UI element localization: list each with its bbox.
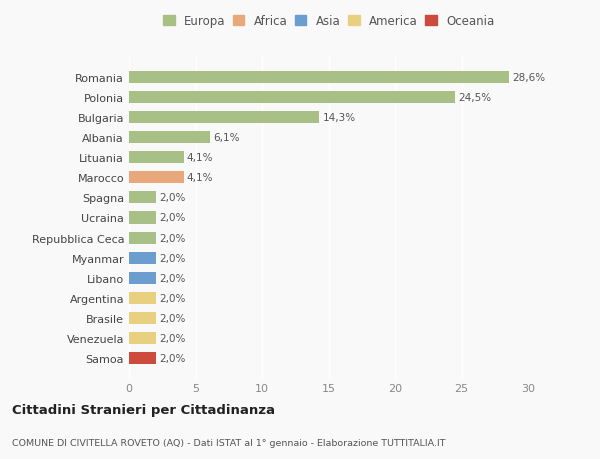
- Bar: [129, 292, 155, 304]
- Text: 2,0%: 2,0%: [159, 313, 185, 323]
- Bar: [129, 92, 455, 104]
- Bar: [129, 132, 210, 144]
- Bar: [129, 332, 155, 344]
- Text: 14,3%: 14,3%: [323, 113, 356, 123]
- Text: 2,0%: 2,0%: [159, 273, 185, 283]
- Text: 4,1%: 4,1%: [187, 173, 214, 183]
- Legend: Europa, Africa, Asia, America, Oceania: Europa, Africa, Asia, America, Oceania: [163, 15, 494, 28]
- Text: 2,0%: 2,0%: [159, 233, 185, 243]
- Bar: [129, 172, 184, 184]
- Text: COMUNE DI CIVITELLA ROVETO (AQ) - Dati ISTAT al 1° gennaio - Elaborazione TUTTIT: COMUNE DI CIVITELLA ROVETO (AQ) - Dati I…: [12, 438, 445, 447]
- Text: 2,0%: 2,0%: [159, 333, 185, 343]
- Text: 4,1%: 4,1%: [187, 153, 214, 163]
- Bar: [129, 212, 155, 224]
- Bar: [129, 72, 509, 84]
- Bar: [129, 272, 155, 284]
- Text: 2,0%: 2,0%: [159, 293, 185, 303]
- Text: 2,0%: 2,0%: [159, 353, 185, 363]
- Text: 24,5%: 24,5%: [458, 93, 491, 103]
- Bar: [129, 352, 155, 364]
- Text: 2,0%: 2,0%: [159, 253, 185, 263]
- Text: Cittadini Stranieri per Cittadinanza: Cittadini Stranieri per Cittadinanza: [12, 403, 275, 416]
- Bar: [129, 312, 155, 324]
- Bar: [129, 232, 155, 244]
- Text: 2,0%: 2,0%: [159, 213, 185, 223]
- Bar: [129, 192, 155, 204]
- Text: 6,1%: 6,1%: [214, 133, 240, 143]
- Bar: [129, 152, 184, 164]
- Text: 2,0%: 2,0%: [159, 193, 185, 203]
- Bar: [129, 252, 155, 264]
- Bar: [129, 112, 319, 124]
- Text: 28,6%: 28,6%: [513, 73, 546, 83]
